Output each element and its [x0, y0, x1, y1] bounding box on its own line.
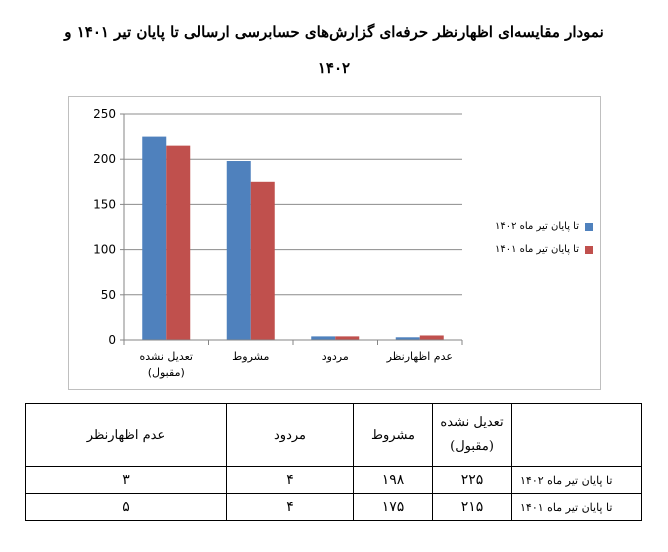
y-tick-label: 250	[93, 107, 116, 121]
chart-title: نمودار مقایسه‌ای اظهارنظر حرفه‌ای گزارش‌…	[0, 14, 668, 86]
header-rejected: مردود	[226, 403, 354, 467]
legend-item-1402: تا پایان تیر ماه ۱۴۰۲	[475, 221, 593, 232]
y-tick-label: 200	[93, 152, 116, 166]
bars	[142, 136, 444, 340]
x-tick-label: مشروط	[232, 350, 269, 363]
cell-no-opinion: ۳	[25, 466, 227, 494]
bar-1401	[335, 336, 360, 340]
x-tick-label: (مقبول)	[148, 366, 185, 379]
header-unmodified: تعدیل نشده (مقبول)	[432, 403, 512, 467]
x-axis-labels: تعدیل نشده (مقبول) مشروط مردود عدم اظهارنظر	[140, 350, 453, 379]
y-tick-label: 150	[93, 197, 116, 211]
header-no-opinion: عدم اظهارنظر	[25, 403, 227, 467]
y-tick-label: 100	[93, 243, 116, 257]
row-label: تا پایان تیر ماه ۱۴۰۱	[511, 493, 642, 521]
data-table: عدم اظهارنظر مردود مشروط تعدیل نشده (مقب…	[25, 403, 642, 521]
legend-swatch-1401	[585, 245, 593, 254]
table-header-row: عدم اظهارنظر مردود مشروط تعدیل نشده (مقب…	[25, 403, 642, 467]
y-tick-label: 0	[108, 333, 116, 347]
header-unmodified-line-2: (مقبول)	[450, 439, 494, 454]
legend: تا پایان تیر ماه ۱۴۰۲ تا پایان تیر ماه ۱…	[475, 221, 593, 255]
bar-1401	[419, 335, 444, 340]
y-tick-label: 50	[101, 288, 116, 302]
header-corner	[511, 403, 642, 467]
bar-1401	[166, 145, 191, 340]
bar-1402	[226, 161, 251, 340]
x-tick-label: تعدیل نشده	[140, 350, 193, 363]
header-unmodified-line-1: تعدیل نشده	[440, 415, 504, 430]
axes	[123, 114, 463, 345]
x-tick-label: مردود	[322, 350, 349, 363]
legend-label-1401: تا پایان تیر ماه ۱۴۰۱	[495, 244, 579, 255]
cell-rejected: ۴	[226, 493, 354, 521]
table-row: ۵ ۴ ۱۷۵ ۲۱۵ تا پایان تیر ماه ۱۴۰۱	[25, 493, 642, 521]
bar-1402	[311, 336, 336, 340]
bar-1402	[395, 337, 420, 340]
cell-unmodified: ۲۲۵	[432, 466, 512, 494]
header-qualified: مشروط	[353, 403, 433, 467]
cell-qualified: ۱۷۵	[353, 493, 433, 521]
x-tick-label: عدم اظهارنظر	[386, 350, 453, 363]
legend-label-1402: تا پایان تیر ماه ۱۴۰۲	[495, 221, 579, 232]
bar-1401	[250, 181, 275, 340]
title-line-1: نمودار مقایسه‌ای اظهارنظر حرفه‌ای گزارش‌…	[64, 23, 604, 41]
legend-item-1401: تا پایان تیر ماه ۱۴۰۱	[475, 244, 593, 255]
title-line-2: ۱۴۰۲	[317, 59, 351, 77]
cell-unmodified: ۲۱۵	[432, 493, 512, 521]
bar-chart: 0 50 100 150 200 250 تعدیل نشده (مقبول) مشروط مر…	[93, 107, 463, 379]
cell-no-opinion: ۵	[25, 493, 227, 521]
y-axis-ticks: 0 50 100 150 200 250	[93, 107, 124, 347]
chart-area: 0 50 100 150 200 250 تعدیل نشده (مقبول) مشروط مر…	[68, 96, 601, 390]
cell-qualified: ۱۹۸	[353, 466, 433, 494]
table-row: ۳ ۴ ۱۹۸ ۲۲۵ تا پایان تیر ماه ۱۴۰۲	[25, 466, 642, 494]
row-label: تا پایان تیر ماه ۱۴۰۲	[511, 466, 642, 494]
legend-swatch-1402	[585, 222, 593, 231]
bar-1402	[142, 136, 167, 340]
cell-rejected: ۴	[226, 466, 354, 494]
